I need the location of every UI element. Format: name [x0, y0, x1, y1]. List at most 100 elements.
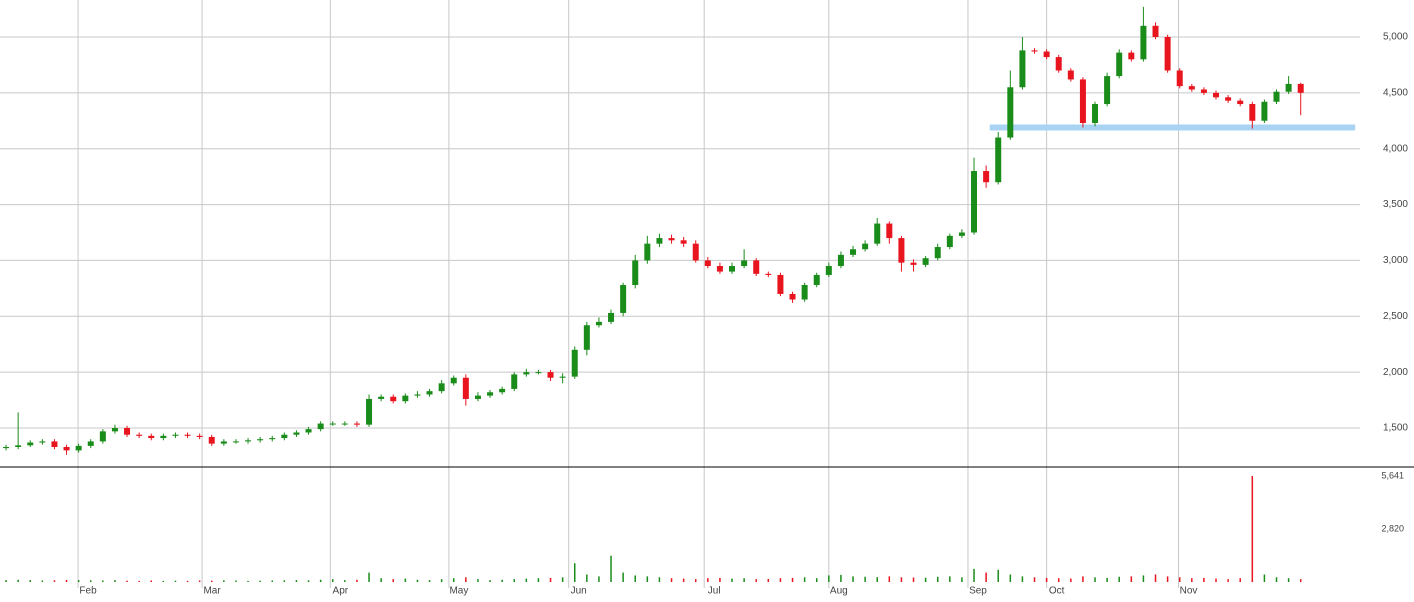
x-tick-label: Oct [1049, 586, 1065, 597]
volume-bar [598, 576, 600, 582]
volume-bar [997, 569, 999, 582]
candle-body [789, 293, 796, 300]
volume-bar [985, 572, 987, 582]
candle-body [741, 260, 748, 267]
candle-body [1237, 100, 1244, 105]
volume-bar [828, 575, 830, 582]
volume-bar [1009, 574, 1012, 582]
volume-bar [1057, 578, 1060, 582]
y-tick-label: 4,000 [1383, 143, 1408, 154]
volume-bar [344, 580, 346, 582]
volume-bar [307, 580, 310, 582]
volume-bar [114, 580, 116, 582]
volume-bar [89, 580, 92, 582]
volume-bar [331, 579, 334, 582]
y-tick-label: 3,500 [1383, 199, 1408, 210]
volume-bar [1287, 578, 1290, 582]
volume-bar [1263, 574, 1266, 582]
volume-bar [41, 580, 44, 582]
candle-body [1007, 87, 1014, 138]
candle-body [559, 376, 566, 378]
x-tick-label: Aug [830, 586, 848, 597]
candle-body [75, 445, 82, 451]
volume-bar [465, 577, 467, 582]
volume-bar [1178, 577, 1181, 582]
volume-bar [1191, 578, 1193, 582]
volume-bar [1082, 576, 1084, 582]
volume-bar [694, 579, 697, 582]
volume-tick-label: 2,820 [1381, 523, 1404, 533]
candle-body [983, 171, 990, 183]
candle-body [1067, 70, 1074, 80]
candle-body [184, 434, 191, 436]
candle-body [850, 249, 857, 255]
volume-bar [17, 579, 19, 582]
candle-body [148, 435, 155, 439]
volume-bar [295, 580, 298, 582]
volume-bar [138, 580, 140, 582]
volume-bar [924, 577, 927, 582]
candle-body [196, 435, 203, 437]
volume-bar [477, 579, 479, 582]
volume-bar [1239, 578, 1241, 582]
volume-bar [646, 576, 649, 582]
volume-bar [731, 578, 733, 582]
volume-bar [404, 578, 407, 582]
volume-bar [755, 579, 757, 582]
x-tick-label: Sep [969, 586, 987, 597]
volume-bar [936, 576, 939, 582]
x-tick-label: Mar [203, 586, 221, 597]
volume-bar [416, 579, 419, 582]
candle-body [692, 243, 699, 261]
candle-body [765, 273, 772, 275]
volume-bar [1130, 576, 1133, 582]
candle-body [1297, 83, 1304, 93]
volume-bar [767, 578, 770, 582]
candle-body [898, 238, 905, 263]
volume-bar [1154, 574, 1157, 582]
candle-body [620, 285, 627, 313]
candle-body [801, 285, 808, 300]
x-tick-label: May [449, 586, 468, 597]
y-tick-label: 4,500 [1383, 87, 1408, 98]
candle-body [1261, 101, 1268, 121]
volume-bar [452, 578, 455, 582]
volume-bar [440, 579, 443, 582]
candle-body [1213, 92, 1220, 98]
candle-body [716, 266, 723, 272]
candle-body [995, 137, 1002, 183]
volume-bar [743, 578, 745, 582]
candle-body [1225, 97, 1232, 101]
volume-bar [1251, 476, 1254, 582]
candle-body [15, 445, 22, 448]
candle-body [922, 258, 929, 265]
candle-body [1031, 50, 1038, 52]
volume-bar [791, 577, 794, 582]
volume-bar [1275, 577, 1278, 582]
volume-tick-label: 5,641 [1381, 470, 1404, 480]
candle-body [1285, 83, 1292, 92]
volume-bar [610, 555, 612, 582]
volume-bar [961, 577, 963, 582]
candle-body [426, 391, 433, 395]
candle-body [1055, 57, 1062, 71]
candle-body [390, 396, 397, 402]
volume-bar [779, 578, 782, 582]
volume-bar [634, 575, 636, 582]
volume-bar [1227, 579, 1229, 582]
y-tick-label: 2,500 [1383, 311, 1408, 322]
candle-body [656, 238, 663, 244]
candle-body [934, 247, 941, 259]
volume-bar [840, 574, 842, 582]
candle-body [777, 274, 784, 294]
candle-body [1200, 89, 1207, 93]
volume-bar [900, 577, 903, 582]
candle-body [632, 260, 639, 286]
volume-bar [1215, 578, 1217, 582]
candle-body [499, 388, 506, 393]
candle-body [523, 372, 530, 375]
y-tick-label: 1,500 [1383, 423, 1408, 434]
candle-body [1188, 86, 1195, 90]
